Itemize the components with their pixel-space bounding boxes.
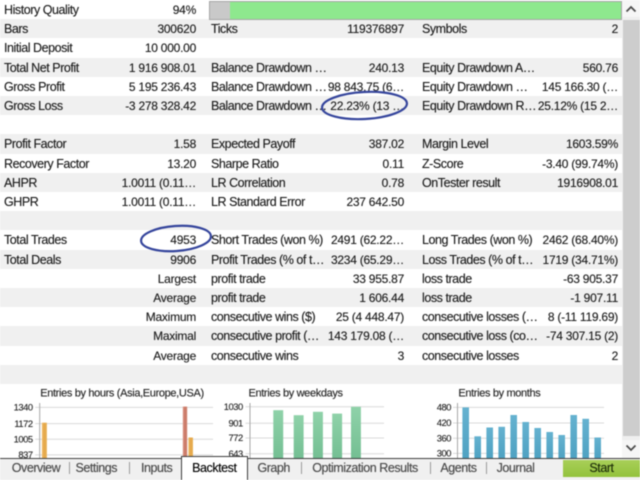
svg-text:837: 837 xyxy=(18,449,33,460)
svg-text:Entries by weekdays: Entries by weekdays xyxy=(248,387,343,399)
svg-text:1005: 1005 xyxy=(14,433,33,444)
svg-text:643: 643 xyxy=(229,448,244,459)
svg-text:300: 300 xyxy=(437,448,452,459)
svg-text:480: 480 xyxy=(437,402,452,413)
svg-text:420: 420 xyxy=(437,417,452,428)
svg-text:772: 772 xyxy=(229,432,244,443)
svg-text:901: 901 xyxy=(229,418,244,429)
svg-text:Entries by hours (Asia,Europe,: Entries by hours (Asia,Europe,USA) xyxy=(40,387,204,399)
svg-text:1030: 1030 xyxy=(224,401,243,412)
svg-text:Entries by months: Entries by months xyxy=(458,387,541,399)
svg-text:1172: 1172 xyxy=(14,418,33,429)
svg-text:1340: 1340 xyxy=(14,402,33,413)
svg-text:360: 360 xyxy=(437,432,452,443)
